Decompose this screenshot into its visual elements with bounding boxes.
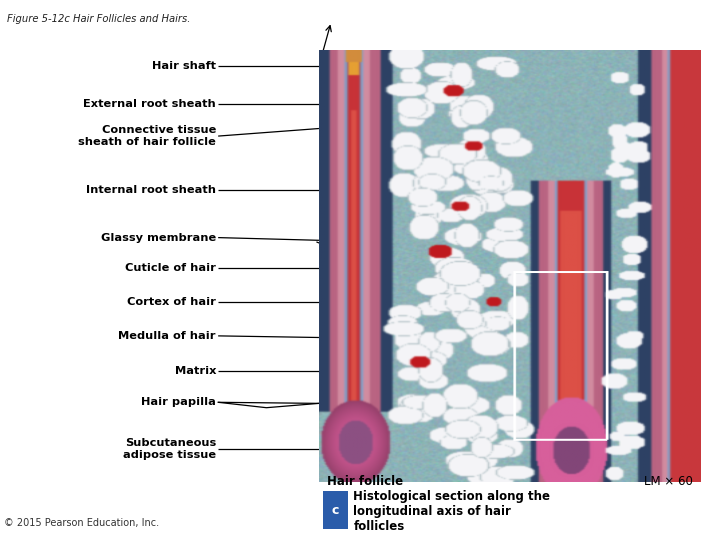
Text: Hair follicle: Hair follicle xyxy=(327,475,402,488)
Text: Cuticle of hair: Cuticle of hair xyxy=(125,264,216,273)
Bar xyxy=(323,491,348,529)
Text: c: c xyxy=(331,503,339,517)
Text: Figure 5-12c Hair Follicles and Hairs.: Figure 5-12c Hair Follicles and Hairs. xyxy=(7,14,191,24)
Text: Hair papilla: Hair papilla xyxy=(141,397,216,407)
Text: Histological section along the
longitudinal axis of hair
follicles: Histological section along the longitudi… xyxy=(354,490,550,534)
Text: Connective tissue
sheath of hair follicle: Connective tissue sheath of hair follicl… xyxy=(78,125,216,147)
Text: LM × 60: LM × 60 xyxy=(644,475,693,488)
Text: © 2015 Pearson Education, Inc.: © 2015 Pearson Education, Inc. xyxy=(4,518,158,528)
Text: Cortex of hair: Cortex of hair xyxy=(127,298,216,307)
Text: Internal root sheath: Internal root sheath xyxy=(86,185,216,195)
Text: Medulla of hair: Medulla of hair xyxy=(119,331,216,341)
Text: Hair shaft: Hair shaft xyxy=(152,61,216,71)
Text: External root sheath: External root sheath xyxy=(84,99,216,109)
Text: Subcutaneous
adipose tissue: Subcutaneous adipose tissue xyxy=(123,438,216,460)
Text: Glassy membrane: Glassy membrane xyxy=(101,233,216,242)
Text: Matrix: Matrix xyxy=(174,366,216,376)
